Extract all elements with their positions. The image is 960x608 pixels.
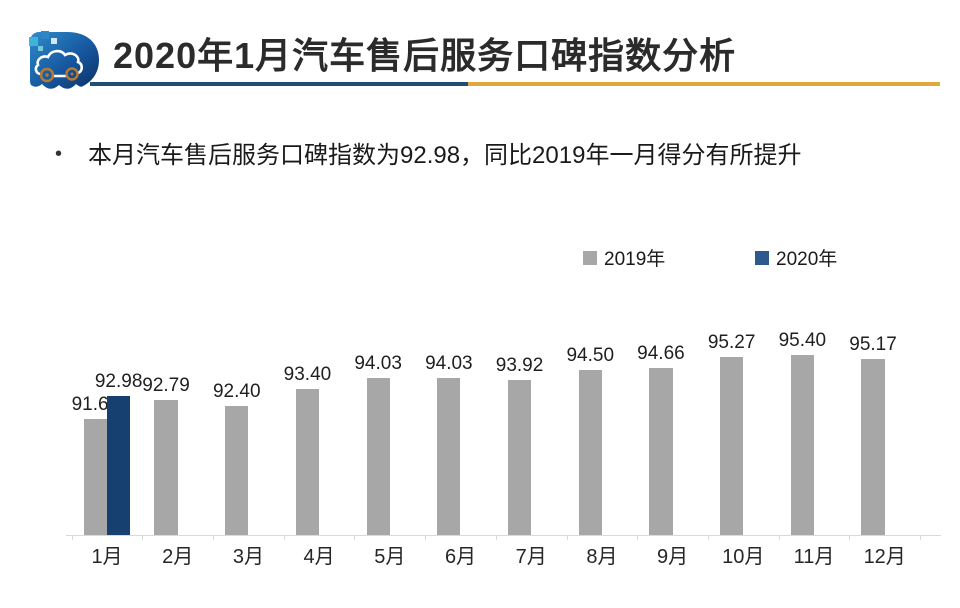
data-label-2019年-9月: 94.66: [637, 342, 685, 364]
x-tick-label-5月: 5月: [374, 546, 406, 568]
bar-2019年-3月: [225, 406, 249, 535]
x-axis-tick: [707, 535, 709, 540]
data-label-2019年-10月: 95.27: [707, 332, 756, 354]
bar-2019年-6月: [437, 378, 461, 535]
data-label-2019年-5月: 94.03: [354, 353, 402, 375]
bullet-marker: •: [55, 143, 63, 165]
x-tick-label-1月: 1月: [91, 546, 123, 568]
page-title: 2020年1月汽车售后服务口碑指数分析: [113, 35, 737, 76]
bar-2019年-2月: [154, 399, 178, 535]
bar-2019年-1月: [83, 419, 107, 535]
bar-2019年-10月: [720, 357, 744, 535]
data-label-2019年-6月: 94.03: [425, 353, 473, 375]
x-axis-tick: [637, 535, 639, 540]
x-tick-label-4月: 4月: [303, 546, 335, 568]
x-tick-label-12月: 12月: [863, 546, 906, 568]
x-tick-label-9月: 9月: [657, 546, 689, 568]
legend-item-2020: 2020年: [755, 244, 837, 271]
x-tick-label-10月: 10月: [722, 546, 765, 568]
title-underline-right: [468, 82, 940, 86]
x-axis-tick: [71, 535, 73, 540]
bar-2019年-9月: [649, 367, 673, 535]
bar-2020年-1月: [107, 396, 131, 535]
x-axis-tick: [778, 535, 780, 540]
x-axis-tick: [213, 535, 215, 540]
bar-2019年-12月: [861, 358, 885, 535]
bar-2019年-8月: [578, 370, 602, 535]
data-label-2019年-3月: 92.40: [212, 381, 261, 403]
data-label-2019年-2月: 92.79: [142, 374, 190, 396]
x-tick-label-8月: 8月: [586, 546, 618, 568]
x-tick-label-3月: 3月: [232, 546, 264, 568]
x-axis-tick: [849, 535, 851, 540]
bar-2019年-11月: [790, 354, 814, 535]
car-cloud-logo-icon: [26, 31, 102, 94]
summary-text: 本月汽车售后服务口碑指数为92.98，同比2019年一月得分有所提升: [88, 142, 802, 169]
x-axis-tick: [425, 535, 427, 540]
x-axis-tick: [354, 535, 356, 540]
data-label-2019年-8月: 94.50: [566, 345, 615, 367]
x-axis-line: [66, 535, 941, 536]
data-label-2019年-11月: 95.40: [778, 329, 827, 351]
x-axis-tick: [566, 535, 568, 540]
x-tick-label-11月: 11月: [793, 546, 835, 568]
bar-2019年-7月: [507, 380, 532, 535]
data-label-2019年-4月: 93.40: [283, 364, 332, 386]
legend-item-2019: 2019年: [583, 244, 665, 271]
legend-swatch-2019: [583, 250, 597, 265]
x-tick-label-7月: 7月: [515, 546, 547, 568]
data-label-2019年-12月: 95.17: [849, 333, 897, 355]
x-tick-label-2月: 2月: [162, 546, 194, 568]
data-label-2020年-1月: 92.98: [94, 371, 143, 393]
data-label-2019年-7月: 93.92: [495, 355, 544, 377]
x-axis-tick: [920, 535, 922, 540]
x-axis-tick: [283, 535, 285, 540]
x-axis-tick: [142, 535, 144, 540]
bar-2019年-5月: [366, 378, 390, 535]
legend-label-2020: 2020年: [776, 249, 838, 270]
x-tick-label-6月: 6月: [444, 546, 477, 568]
legend-label-2019: 2019年: [604, 249, 666, 270]
x-axis-tick: [495, 535, 497, 540]
title-underline-left: [90, 82, 468, 86]
legend-swatch-2020: [755, 250, 769, 265]
bar-2019年-4月: [295, 389, 320, 535]
